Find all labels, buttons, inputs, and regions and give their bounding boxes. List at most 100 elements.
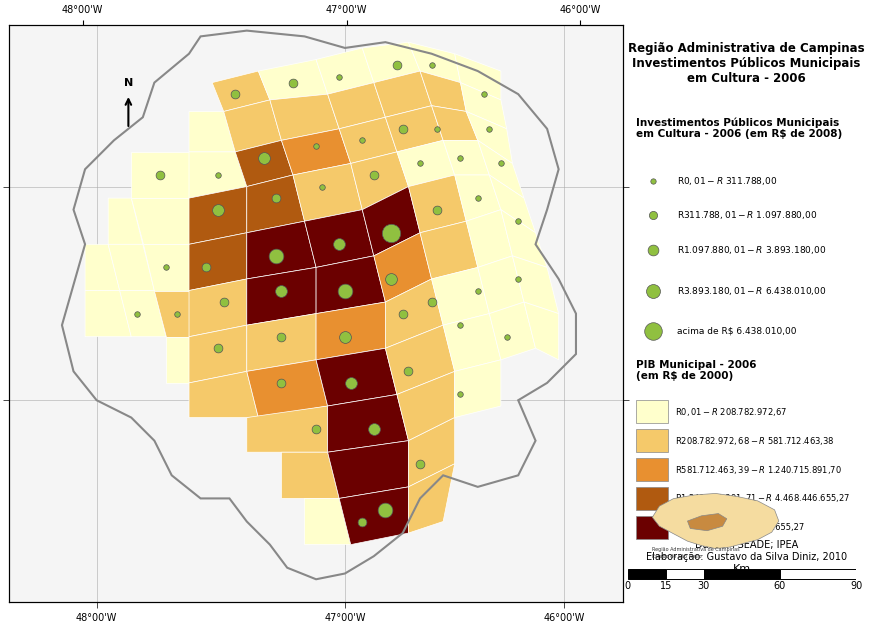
Polygon shape — [460, 83, 506, 129]
Polygon shape — [85, 244, 119, 291]
Point — [389, 60, 403, 70]
Polygon shape — [652, 494, 778, 548]
Polygon shape — [385, 106, 443, 152]
Point — [476, 89, 490, 99]
Point — [470, 286, 484, 296]
Polygon shape — [108, 244, 154, 291]
Point — [645, 286, 660, 296]
Polygon shape — [246, 406, 327, 452]
Polygon shape — [269, 94, 339, 140]
Point — [378, 505, 392, 515]
Point — [453, 389, 467, 399]
Bar — [635, 515, 667, 539]
Point — [217, 297, 231, 307]
Polygon shape — [189, 325, 246, 383]
Point — [645, 245, 660, 255]
Polygon shape — [454, 54, 500, 100]
Polygon shape — [477, 140, 524, 198]
Point — [210, 170, 225, 180]
Polygon shape — [454, 175, 500, 221]
Text: R$ 311.788,01 - R$ 1.097.880,00: R$ 311.788,01 - R$ 1.097.880,00 — [677, 209, 816, 222]
Point — [268, 251, 282, 261]
Polygon shape — [374, 71, 431, 117]
Point — [470, 193, 484, 203]
Point — [257, 153, 271, 163]
Point — [384, 274, 398, 284]
Point — [499, 332, 513, 342]
Point — [367, 170, 381, 180]
Text: R$ 208.782.972,68 - R$ 581.712.463,38: R$ 208.782.972,68 - R$ 581.712.463,38 — [674, 435, 834, 446]
Text: acima de R$ 6.438.010,00: acima de R$ 6.438.010,00 — [677, 327, 796, 335]
Polygon shape — [304, 210, 374, 268]
Polygon shape — [687, 514, 726, 531]
Polygon shape — [246, 314, 316, 371]
Bar — [635, 429, 667, 452]
Point — [493, 158, 507, 168]
Bar — [627, 569, 665, 579]
Point — [412, 459, 426, 469]
Polygon shape — [189, 186, 246, 244]
Polygon shape — [408, 464, 454, 533]
Text: 90: 90 — [849, 581, 861, 591]
Polygon shape — [362, 186, 419, 256]
Text: R$ 0,01 - R$ 311.788,00: R$ 0,01 - R$ 311.788,00 — [677, 175, 777, 187]
Point — [645, 176, 660, 186]
Text: Investimentos Públicos Municipais
em Cultura - 2006 (em R$ de 2008): Investimentos Públicos Municipais em Cul… — [635, 117, 841, 139]
Polygon shape — [316, 48, 374, 94]
Polygon shape — [385, 279, 443, 348]
Polygon shape — [488, 175, 535, 233]
Polygon shape — [235, 140, 293, 186]
Point — [338, 332, 352, 342]
Point — [332, 239, 346, 249]
Polygon shape — [154, 291, 189, 337]
Point — [159, 263, 173, 273]
Polygon shape — [316, 348, 396, 406]
Polygon shape — [246, 268, 316, 325]
Point — [286, 78, 300, 88]
Polygon shape — [282, 129, 350, 175]
Point — [430, 205, 444, 215]
Point — [309, 141, 323, 151]
Polygon shape — [316, 256, 385, 314]
Text: R$ 1.097.880,01 - R$ 3.893.180,00: R$ 1.097.880,01 - R$ 3.893.180,00 — [677, 244, 826, 256]
Polygon shape — [524, 302, 558, 360]
Polygon shape — [396, 140, 454, 186]
Polygon shape — [431, 268, 488, 325]
Polygon shape — [119, 291, 166, 337]
Polygon shape — [246, 221, 316, 279]
Text: acima de R$ 4.468.446.655,27: acima de R$ 4.468.446.655,27 — [674, 523, 803, 532]
Polygon shape — [488, 302, 535, 360]
Polygon shape — [327, 394, 408, 452]
Bar — [779, 569, 855, 579]
Polygon shape — [466, 111, 512, 163]
Point — [153, 170, 167, 180]
Polygon shape — [189, 111, 235, 152]
Polygon shape — [419, 71, 466, 111]
Polygon shape — [189, 371, 258, 417]
Text: Região Administrativa de Campinas: Região Administrativa de Campinas — [652, 547, 739, 552]
Point — [645, 326, 660, 336]
Polygon shape — [385, 325, 454, 394]
Text: 15: 15 — [659, 581, 671, 591]
Point — [210, 205, 225, 215]
Polygon shape — [327, 83, 385, 129]
Point — [210, 343, 225, 353]
Text: R$ 1.240.715.891,71 - R$ 4.468.446.655,27: R$ 1.240.715.891,71 - R$ 4.468.446.655,2… — [674, 492, 849, 504]
Point — [343, 378, 357, 388]
Polygon shape — [143, 244, 189, 291]
Polygon shape — [132, 198, 189, 244]
Point — [199, 263, 213, 273]
Bar — [665, 569, 703, 579]
Polygon shape — [224, 100, 282, 152]
Point — [338, 286, 352, 296]
Point — [481, 124, 496, 134]
Text: Km: Km — [732, 564, 750, 574]
Polygon shape — [500, 210, 546, 268]
Polygon shape — [189, 279, 246, 337]
Polygon shape — [166, 337, 189, 383]
Point — [412, 158, 426, 168]
Point — [309, 424, 323, 434]
Text: N: N — [124, 78, 132, 88]
Point — [367, 424, 381, 434]
Polygon shape — [246, 175, 304, 233]
